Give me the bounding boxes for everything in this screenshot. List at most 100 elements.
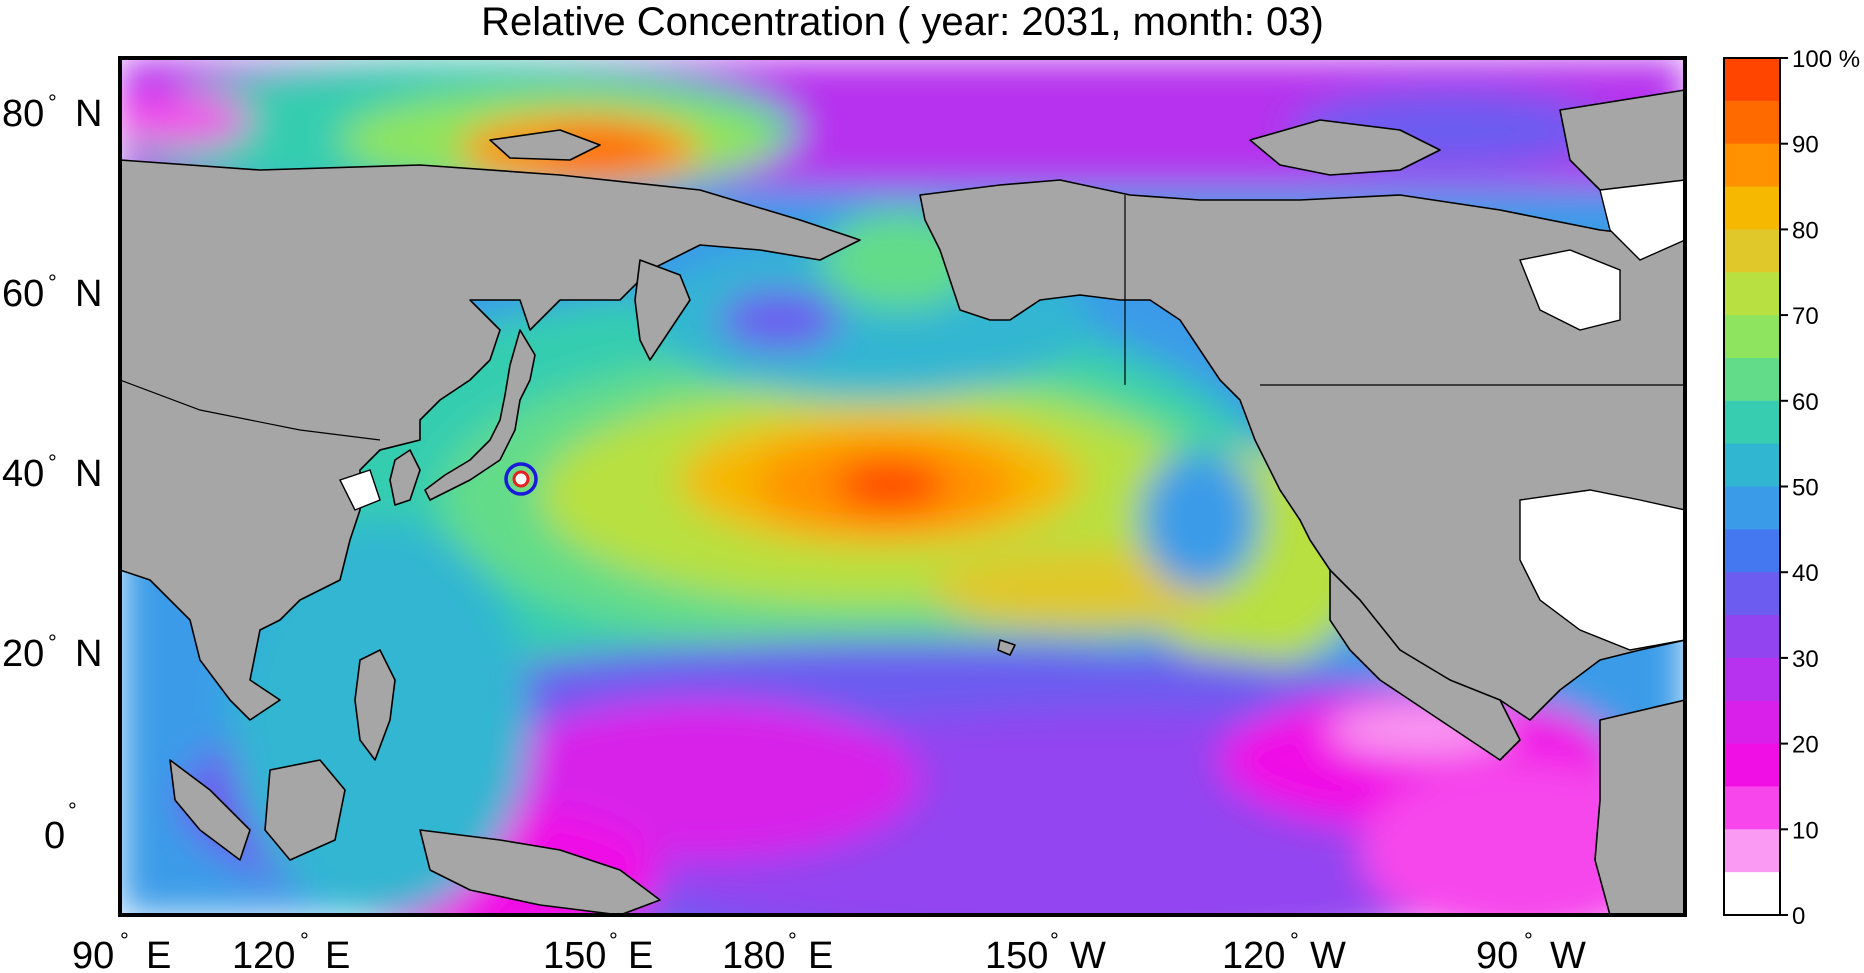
lon-150w-value: 150 xyxy=(985,935,1048,973)
land-south-america xyxy=(1594,699,1685,915)
colorbar-band xyxy=(1724,357,1780,402)
colorbar-band xyxy=(1724,657,1780,702)
lat-label-80N: 80 ° N xyxy=(2,90,102,135)
lat-40-hemisphere: N xyxy=(75,453,102,495)
marker-outer-ring xyxy=(504,462,538,496)
lon-label-120W: 120 ° W xyxy=(1222,928,1346,973)
map-plot-area xyxy=(120,58,1685,915)
colorbar-band xyxy=(1724,572,1780,616)
marker-inner-ring xyxy=(512,470,530,488)
borders xyxy=(120,195,1685,441)
land-sumatra xyxy=(169,759,251,861)
lon-label-90W: 90 ° W xyxy=(1476,928,1586,973)
colorbar-band xyxy=(1724,486,1780,530)
colorbar-label: 10 xyxy=(1792,817,1819,844)
land-japan xyxy=(424,329,536,501)
lat-40-value: 40 xyxy=(2,453,44,495)
colorbar-band xyxy=(1724,186,1780,230)
lat-80-value: 80 xyxy=(2,93,44,135)
colorbar-label: 50 xyxy=(1792,475,1819,502)
colorbar-band xyxy=(1724,400,1780,445)
no-data-areas xyxy=(339,179,1685,651)
lon-180e-hemisphere: E xyxy=(808,935,833,973)
colorbar-band xyxy=(1724,272,1780,316)
colorbar-label: 0 xyxy=(1792,903,1805,930)
colorbar-label: 20 xyxy=(1792,732,1819,759)
colorbar-label: 70 xyxy=(1792,303,1819,330)
lon-120e-degree: ° xyxy=(300,928,309,953)
lon-label-150W: 150 ° W xyxy=(985,928,1106,973)
land-philippines xyxy=(354,649,396,761)
longitude-axis: 90 ° E 120 ° E 150 ° E 180 ° E 150 ° W 1… xyxy=(72,928,1586,973)
lat-80-hemisphere: N xyxy=(75,93,102,135)
svg-text:40: 40 xyxy=(2,453,44,495)
svg-text:0: 0 xyxy=(44,815,65,857)
colorbar-band xyxy=(1724,615,1780,659)
lat-0-value: 0 xyxy=(44,815,65,857)
lon-150e-value: 150 xyxy=(543,935,606,973)
lon-150e-hemisphere: E xyxy=(628,935,653,973)
colorbar-label: 30 xyxy=(1792,646,1819,673)
lat-0-degree: ° xyxy=(68,798,77,823)
lon-label-150E: 150 ° E xyxy=(543,928,653,973)
lon-150e-degree: ° xyxy=(609,928,618,953)
lat-20-degree: ° xyxy=(48,630,57,655)
lon-90e-value: 90 xyxy=(72,935,114,973)
colorbar-band xyxy=(1724,529,1780,573)
land-siberian-islands xyxy=(489,129,601,161)
colorbar-label: 80 xyxy=(1792,217,1819,244)
land-asia xyxy=(120,159,861,721)
land-mexico-central-america xyxy=(1329,569,1521,761)
lat-label-40N: 40 ° N xyxy=(2,450,102,495)
lon-180e-value: 180 xyxy=(722,935,785,973)
colorbar-band xyxy=(1724,786,1780,830)
lon-90w-value: 90 xyxy=(1476,935,1518,973)
land-korea xyxy=(389,449,421,506)
lon-120e-value: 120 xyxy=(232,935,295,973)
svg-text:20: 20 xyxy=(2,633,44,675)
colorbar: 100 % 90 80 70 60 50 40 30 20 10 0 xyxy=(1723,46,1860,930)
lat-20-hemisphere: N xyxy=(75,633,102,675)
lon-150w-hemisphere: W xyxy=(1070,935,1106,973)
lat-40-degree: ° xyxy=(48,450,57,475)
colorbar-band xyxy=(1724,872,1780,916)
lat-60-value: 60 xyxy=(2,273,44,315)
lat-label-0: 0 ° xyxy=(44,798,77,857)
colorbar-label: 60 xyxy=(1792,389,1819,416)
lon-label-90E: 90 ° E xyxy=(72,928,171,973)
lat-20-value: 20 xyxy=(2,633,44,675)
colorbar-band xyxy=(1724,58,1780,102)
land-hawaii xyxy=(997,639,1016,656)
land-arctic-islands xyxy=(1249,119,1441,176)
map-title: Relative Concentration ( year: 2031, mon… xyxy=(481,0,1324,44)
lon-90w-degree: ° xyxy=(1524,928,1533,953)
lon-90e-degree: ° xyxy=(120,928,129,953)
lon-120w-value: 120 xyxy=(1222,935,1285,973)
map-frame xyxy=(118,56,1687,917)
lat-60-hemisphere: N xyxy=(75,273,102,315)
lon-120w-degree: ° xyxy=(1290,928,1299,953)
lon-90w-hemisphere: W xyxy=(1550,935,1586,973)
latitude-axis: 80 ° N 60 ° N 40 ° N 20 ° N 0 ° xyxy=(2,90,102,857)
land-new-guinea xyxy=(419,829,661,915)
location-marker xyxy=(504,462,538,496)
lat-label-20N: 20 ° N xyxy=(2,630,102,675)
colorbar-band xyxy=(1724,229,1780,273)
colorbar-band xyxy=(1724,443,1780,487)
land-masses xyxy=(120,89,1685,915)
svg-text:80: 80 xyxy=(2,93,44,135)
lon-120w-hemisphere: W xyxy=(1310,935,1346,973)
lon-label-180E: 180 ° E xyxy=(722,928,833,973)
colorbar-band xyxy=(1724,315,1780,359)
svg-text:60: 60 xyxy=(2,273,44,315)
lat-60-degree: ° xyxy=(48,270,57,295)
land-kamchatka xyxy=(634,259,691,361)
lon-120e-hemisphere: E xyxy=(325,935,350,973)
colorbar-band xyxy=(1724,143,1780,188)
lat-80-degree: ° xyxy=(48,90,57,115)
colorbar-band xyxy=(1724,743,1780,787)
lon-label-120E: 120 ° E xyxy=(232,928,350,973)
colorbar-band xyxy=(1724,700,1780,745)
lon-90e-hemisphere: E xyxy=(146,935,171,973)
